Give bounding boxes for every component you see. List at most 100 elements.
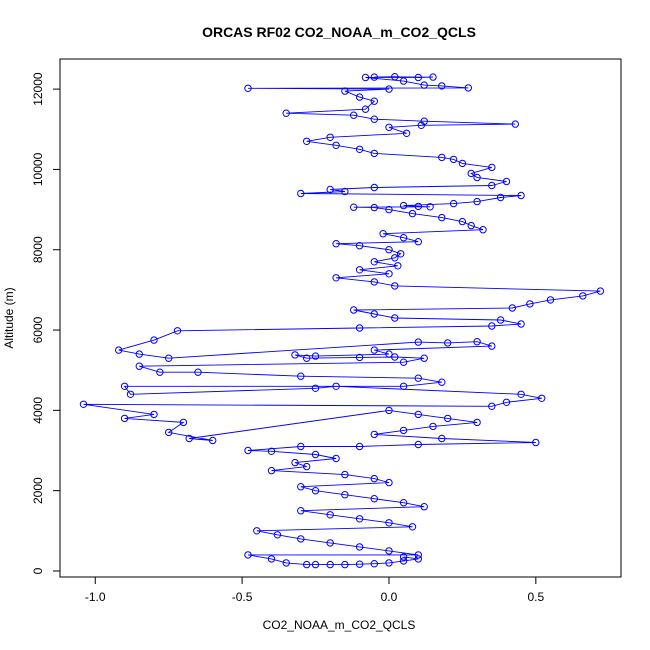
data-point — [438, 434, 446, 443]
data-point — [414, 338, 422, 346]
y-tick-label: 10000 — [31, 152, 45, 186]
x-tick-label: -0.5 — [232, 590, 253, 604]
data-point — [399, 201, 408, 210]
x-tick-label: -1.0 — [85, 590, 106, 604]
data-point — [297, 507, 305, 515]
data-point — [311, 352, 320, 360]
data-point — [326, 560, 334, 569]
y-axis-label: Altitude (m) — [2, 287, 16, 348]
data-point — [385, 559, 393, 567]
data-point — [488, 181, 496, 190]
data-point — [414, 238, 422, 246]
data-point — [150, 336, 158, 344]
data-point — [414, 551, 422, 559]
data-point — [391, 353, 399, 361]
data-point — [194, 368, 202, 376]
data-point — [355, 560, 364, 568]
data-point — [517, 390, 525, 398]
x-axis: -1.0 -0.5 0.0 0.5 — [85, 577, 544, 604]
data-point — [385, 205, 393, 214]
data-point — [370, 149, 378, 158]
x-tick-label: 0.5 — [527, 590, 544, 604]
data-point — [370, 430, 378, 439]
data-point — [326, 185, 334, 194]
data-point — [488, 402, 496, 410]
data-point — [326, 511, 334, 519]
data-point — [596, 287, 605, 295]
data-point — [173, 327, 182, 335]
data-point — [402, 129, 411, 138]
data-point — [355, 266, 364, 274]
data-point — [467, 221, 475, 230]
data-point — [385, 478, 393, 487]
data-point — [311, 384, 320, 392]
data-point — [414, 374, 422, 382]
data-point — [370, 203, 378, 212]
data-point — [488, 342, 496, 350]
data-point — [332, 274, 340, 282]
data-point — [326, 539, 334, 547]
data-point — [444, 414, 452, 423]
data-point — [370, 495, 378, 503]
data-point — [414, 410, 422, 419]
data-point — [399, 499, 408, 507]
data-point — [370, 73, 378, 81]
data-point — [579, 292, 587, 300]
data-point — [361, 73, 370, 82]
data-point — [511, 120, 519, 128]
data-point — [464, 84, 472, 92]
data-point — [332, 240, 340, 248]
data-series — [79, 73, 605, 569]
data-point — [517, 320, 525, 328]
data-point — [361, 105, 370, 113]
data-point — [120, 382, 129, 390]
data-point — [420, 354, 428, 362]
data-point — [355, 353, 364, 362]
data-point — [473, 173, 481, 182]
data-point — [156, 368, 164, 376]
data-point — [244, 551, 252, 559]
data-point — [303, 560, 311, 569]
data-point — [399, 426, 408, 435]
data-point — [379, 230, 387, 238]
y-tick-label: 2000 — [31, 477, 45, 504]
data-point — [165, 354, 173, 362]
data-point — [473, 338, 481, 346]
data-point — [488, 163, 496, 172]
data-point — [420, 81, 428, 89]
plot-frame — [59, 58, 622, 578]
data-point — [150, 410, 158, 419]
data-point — [449, 199, 458, 208]
data-point — [502, 398, 511, 406]
data-point — [370, 183, 378, 192]
data-point — [391, 254, 399, 262]
data-point — [399, 553, 408, 561]
y-tick-label: 6000 — [31, 316, 45, 343]
data-point — [126, 390, 135, 398]
data-point — [399, 557, 408, 565]
data-point — [303, 137, 311, 146]
data-point — [79, 400, 88, 408]
data-point — [267, 447, 276, 455]
data-point — [397, 250, 405, 258]
data-point — [341, 87, 349, 95]
data-point — [370, 258, 378, 266]
data-point — [391, 282, 399, 290]
data-point — [291, 458, 299, 467]
data-point — [135, 362, 144, 370]
data-point — [179, 418, 188, 427]
data-point — [273, 531, 282, 539]
data-point — [370, 115, 378, 123]
data-point — [429, 422, 437, 431]
data-point — [297, 372, 305, 380]
data-point — [385, 270, 393, 278]
data-point — [408, 523, 417, 531]
data-point — [303, 354, 311, 362]
data-point — [546, 296, 555, 304]
data-point — [297, 189, 305, 198]
data-point — [332, 454, 340, 463]
data-point — [355, 543, 364, 551]
data-point — [282, 109, 290, 117]
data-point — [341, 187, 349, 196]
